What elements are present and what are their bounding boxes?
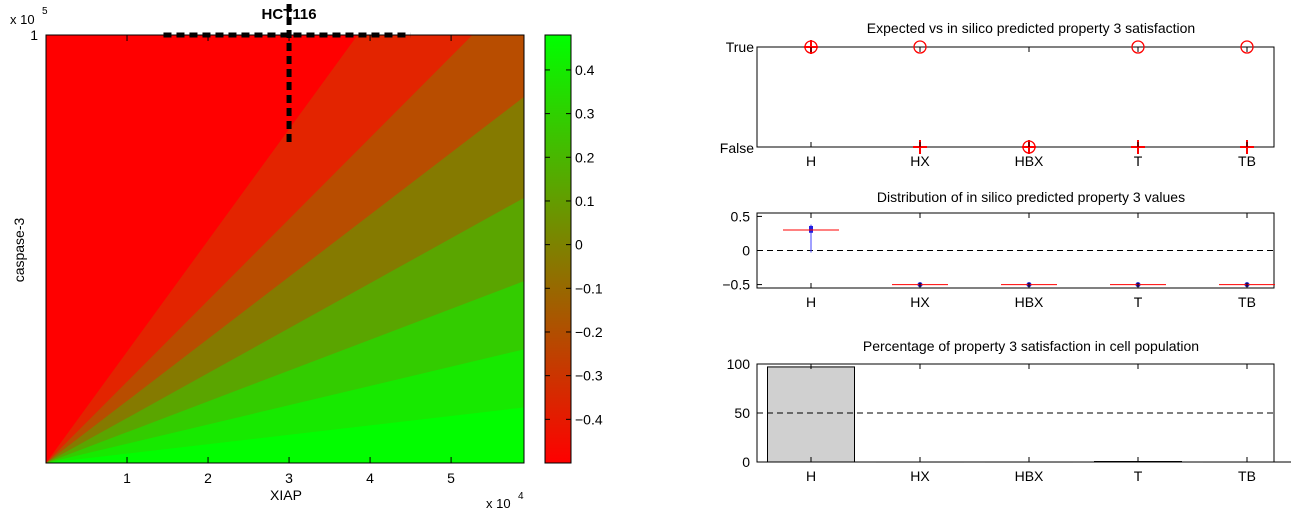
x-tick-label: H	[806, 294, 816, 310]
x-tick-label: 5	[447, 470, 455, 486]
x-tick-label: HX	[910, 294, 930, 310]
x-tick-label: HBX	[1015, 468, 1044, 484]
x-tick-label: HBX	[1015, 153, 1044, 169]
x-tick-label: HBX	[1015, 294, 1044, 310]
y-exponent-label: x 10	[10, 12, 35, 27]
x-tick-label: TB	[1238, 153, 1256, 169]
satisfaction-panel: Expected vs in silico predicted property…	[720, 20, 1275, 169]
colorbar-tick-label: −0.4	[575, 411, 603, 427]
y-tick-label: 0	[742, 243, 750, 259]
distribution-title: Distribution of in silico predicted prop…	[877, 189, 1185, 205]
percentage-x-ticks: H HX HBX T TB	[806, 364, 1256, 484]
distribution-frame	[756, 212, 1275, 289]
x-tick-label: T	[1134, 153, 1143, 169]
y-tick-false: False	[720, 140, 754, 156]
colorbar-tick-label: 0.4	[575, 62, 595, 78]
colorbar-tick-label: −0.1	[575, 280, 603, 296]
cell-line-markers: SKW6.4T47DHCT116	[163, 0, 411, 142]
colorbar-ticks: 0.4 0.3 0.2 0.1 0 −0.1 −0.2 −0.3 −0.4	[545, 62, 603, 427]
x-tick-label: TB	[1238, 468, 1256, 484]
x-tick-label: 2	[204, 470, 212, 486]
distribution-x-ticks: H HX HBX T TB	[806, 213, 1256, 310]
y-exponent-value: 5	[42, 6, 48, 17]
x-tick-label: 3	[285, 470, 293, 486]
cell-line-label: HCT116	[262, 6, 317, 23]
circle-marker	[1240, 40, 1254, 54]
x-tick-label: TB	[1238, 294, 1256, 310]
box-body	[809, 225, 813, 233]
percentage-title: Percentage of property 3 satisfaction in…	[863, 338, 1199, 354]
satisfaction-title: Expected vs in silico predicted property…	[867, 20, 1195, 36]
distribution-panel: Distribution of in silico predicted prop…	[722, 189, 1275, 310]
x-tick-label: H	[806, 468, 816, 484]
heatmap-panel: 12345123456789 SKW6.4T47DHCT116 XIAP cas…	[10, 0, 525, 511]
x-tick-label: T	[1134, 294, 1143, 310]
x-tick-label: HX	[910, 468, 930, 484]
satisfaction-x-ticks: H HX HBX T TB	[806, 47, 1256, 169]
y-axis-label: caspase-3	[11, 217, 27, 282]
x-tick-label: HX	[910, 153, 930, 169]
colorbar-tick-label: 0.2	[575, 149, 595, 165]
y-tick-label: −0.5	[722, 277, 750, 293]
colorbar-tick-label: 0.1	[575, 193, 595, 209]
circle-marker	[1131, 40, 1145, 54]
percentage-marks: 100 50 0	[727, 356, 1291, 470]
circle-marker	[913, 40, 927, 54]
x-tick-label: H	[806, 153, 816, 169]
colorbar: 0.4 0.3 0.2 0.1 0 −0.1 −0.2 −0.3 −0.4	[544, 34, 603, 464]
y-tick-label: 0.5	[731, 208, 751, 224]
colorbar-tick-label: −0.3	[575, 368, 603, 384]
satisfaction-frame	[756, 46, 1275, 148]
bar	[767, 366, 855, 463]
x-tick-label: 4	[366, 470, 374, 486]
x-tick-label: T	[1134, 468, 1143, 484]
y-tick-label: 1	[30, 27, 38, 43]
satisfaction-marks	[804, 40, 1254, 154]
y-tick-label: 0	[742, 454, 750, 470]
x-exponent-label: x 10	[486, 496, 511, 511]
colorbar-tick-label: 0	[575, 237, 583, 253]
x-axis-label: XIAP	[270, 487, 302, 503]
x-tick-label: 1	[123, 470, 131, 486]
colorbar-tick-label: 0.3	[575, 106, 595, 122]
distribution-marks: 0.5 0 −0.5	[722, 208, 1275, 293]
heatmap-band-6	[46, 407, 524, 463]
heatmap-axis-ticks: 12345123456789	[30, 27, 524, 486]
y-tick-label: 100	[727, 356, 751, 372]
colorbar-tick-label: −0.2	[575, 324, 603, 340]
heatmap-bands	[46, 35, 524, 463]
percentage-panel: Percentage of property 3 satisfaction in…	[727, 338, 1291, 484]
x-exponent-value: 4	[518, 491, 524, 502]
y-tick-label: 50	[734, 405, 750, 421]
y-tick-true: True	[726, 39, 754, 55]
colorbar-fill	[544, 34, 572, 464]
